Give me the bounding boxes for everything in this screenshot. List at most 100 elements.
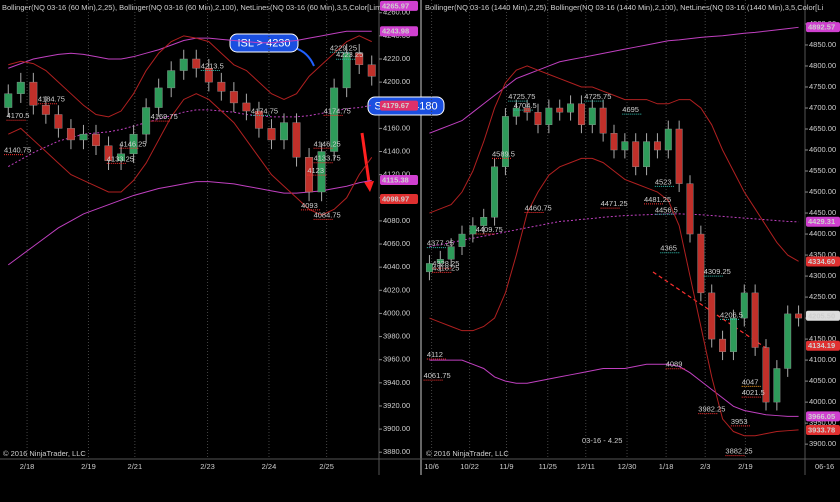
candle-body: [4, 93, 13, 108]
price-flag: [806, 22, 840, 33]
x-tick-label: 2/3: [700, 462, 710, 471]
level-label: 4456.5: [655, 205, 678, 214]
x-tick-label: 2/18: [20, 462, 35, 471]
price-flag: [806, 310, 840, 321]
x-tick-label: 1/18: [659, 462, 674, 471]
x-tick-label: 2/23: [200, 462, 215, 471]
candle-body: [599, 107, 607, 134]
candle-body: [117, 153, 126, 161]
level-label: 4725.75: [508, 92, 535, 101]
candle-body: [751, 292, 759, 348]
level-label: 4169.75: [151, 112, 178, 121]
y-tick-label: 4550.00: [809, 166, 836, 175]
price-flag-label: 4115.38: [382, 175, 409, 184]
y-tick-label: 4080.00: [383, 216, 410, 225]
y-tick-label: 3900.00: [383, 424, 410, 433]
candle-body: [708, 292, 716, 340]
y-tick-label: 4200.00: [383, 77, 410, 86]
price-flag: [806, 411, 840, 422]
candle-body: [621, 141, 629, 151]
level-label: 4174.75: [251, 106, 278, 115]
price-flag: [806, 256, 840, 267]
x-tick-label: 2/19: [81, 462, 96, 471]
x-tick-label: 2/24: [262, 462, 277, 471]
price-flag: [380, 0, 418, 11]
level-label: 4133.75: [314, 154, 341, 163]
candle-body: [458, 233, 466, 247]
y-tick-label: 4850.00: [809, 40, 836, 49]
bollinger-band: [429, 359, 799, 417]
y-tick-label: 3940.00: [383, 378, 410, 387]
candle-body: [480, 217, 488, 226]
level-label: 4206.5: [720, 310, 743, 319]
price-flag-label: 4334.60: [808, 257, 835, 266]
arrow-head: [364, 181, 374, 192]
level-label: 4725.75: [584, 92, 611, 101]
price-flag: [380, 26, 418, 37]
y-tick-label: 4060.00: [383, 239, 410, 248]
candle-body: [556, 107, 564, 113]
copyright: © 2016 NinjaTrader, LLC: [3, 449, 86, 458]
candle-body: [66, 128, 75, 141]
level-label: 4365: [660, 244, 677, 253]
level-label: 4460.75: [525, 204, 552, 213]
candle-body: [330, 87, 339, 152]
level-label: 4481.25: [644, 195, 671, 204]
candle-body: [79, 133, 88, 141]
y-tick-label: 4000.00: [809, 397, 836, 406]
candle-body: [501, 116, 509, 168]
level-label: 4589.5: [492, 149, 515, 158]
bollinger-band: [8, 104, 372, 167]
candle-body: [242, 102, 251, 112]
price-flag-label: 4243.98: [382, 27, 409, 36]
level-label: 4523: [655, 177, 672, 186]
candle-body: [729, 317, 737, 352]
level-label: 4213.5: [201, 61, 224, 70]
level-label: 4093: [301, 201, 318, 210]
price-flag-label: 4098.97: [382, 194, 409, 203]
y-tick-label: 4220.00: [383, 54, 410, 63]
price-flag-label: 4265.97: [382, 1, 409, 10]
y-tick-label: 4250.00: [809, 292, 836, 301]
y-tick-label: 3920.00: [383, 401, 410, 410]
candle-body: [317, 151, 326, 193]
candle-body: [342, 53, 351, 89]
level-label: 4140.75: [4, 146, 31, 155]
candle-body: [280, 122, 288, 141]
x-tick-label: 2/21: [128, 462, 143, 471]
y-tick-label: 4350.00: [809, 250, 836, 259]
y-tick-label: 3880.00: [383, 447, 410, 456]
bollinger-band: [429, 157, 799, 437]
y-tick-label: 4040.00: [383, 262, 410, 271]
candle-body: [664, 128, 672, 151]
y-tick-label: 4650.00: [809, 124, 836, 133]
candle-body: [267, 128, 276, 141]
level-label: 4409.75: [476, 225, 503, 234]
candle-body: [292, 122, 301, 158]
x-tick-label: 2/19: [738, 462, 753, 471]
candle-body: [610, 132, 618, 151]
y-tick-label: 4260.00: [383, 8, 410, 17]
y-tick-label: 3900.00: [809, 439, 836, 448]
y-tick-label: 3960.00: [383, 355, 410, 364]
candle-body: [491, 166, 499, 218]
candle-body: [512, 107, 520, 117]
candle-body: [686, 183, 694, 235]
y-tick-label: 4050.00: [809, 376, 836, 385]
y-tick-label: 4120.00: [383, 170, 410, 179]
indicator-title: Bollinger(NQ 03-16 (1440 Min),2,25), Bol…: [425, 3, 823, 12]
level-label: 4328.25: [432, 259, 459, 268]
level-label: 4170.5: [7, 111, 30, 120]
y-tick-label: 4300.00: [809, 271, 836, 280]
bollinger-band: [8, 35, 372, 118]
level-label: 4021.5: [742, 388, 765, 397]
level-label: 4377.25: [427, 239, 454, 248]
level-label: 4471.25: [601, 199, 628, 208]
y-tick-label: 4500.00: [809, 187, 836, 196]
price-flag-label: 4892.57: [808, 23, 835, 32]
date-label: 06-16: [815, 462, 834, 471]
candle-body: [469, 225, 477, 235]
level-label: 4089: [666, 360, 683, 369]
level-label: 4223.25: [336, 50, 363, 59]
bollinger-band: [429, 65, 799, 262]
